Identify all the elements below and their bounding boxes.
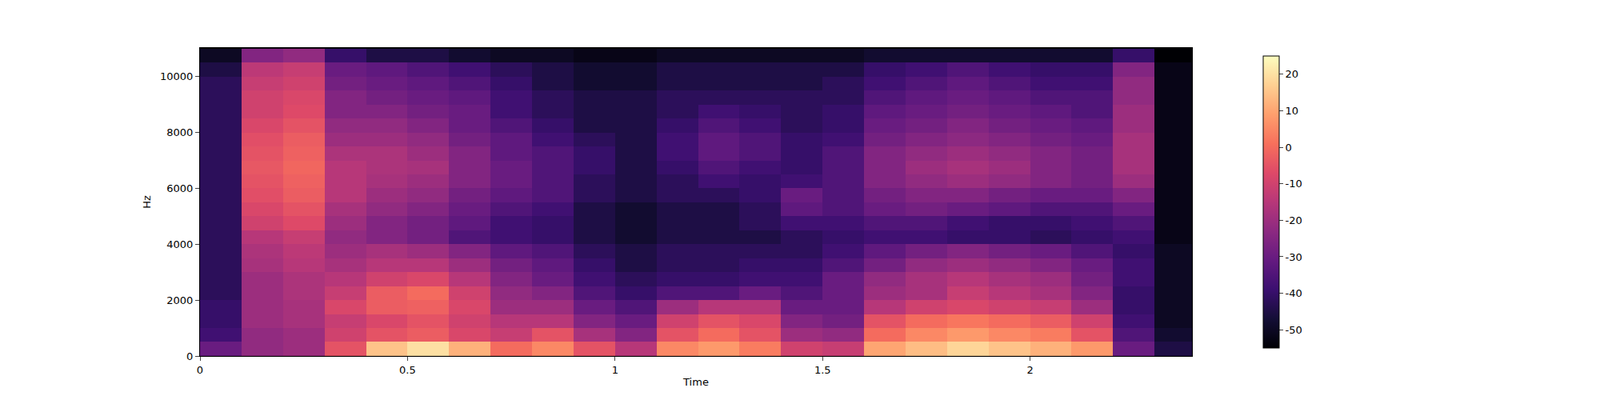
svg-text:-30: -30 (1285, 250, 1303, 263)
svg-text:-20: -20 (1285, 214, 1303, 227)
svg-text:-50: -50 (1285, 324, 1303, 336)
svg-text:-40: -40 (1285, 287, 1303, 300)
svg-text:Time: Time (682, 376, 709, 388)
svg-text:10000: 10000 (160, 70, 193, 83)
svg-text:-10: -10 (1285, 177, 1303, 190)
svg-text:0.5: 0.5 (399, 364, 416, 376)
svg-text:0: 0 (196, 364, 204, 376)
svg-text:10: 10 (1285, 104, 1300, 117)
svg-text:Hz: Hz (140, 195, 153, 209)
svg-text:8000: 8000 (166, 126, 193, 139)
svg-text:0: 0 (1285, 141, 1292, 154)
svg-text:1.5: 1.5 (814, 364, 832, 376)
svg-text:0: 0 (186, 350, 193, 363)
svg-text:1: 1 (612, 364, 619, 376)
svg-text:20: 20 (1285, 68, 1300, 80)
svg-text:2: 2 (1027, 364, 1034, 376)
svg-text:4000: 4000 (166, 238, 193, 251)
svg-text:6000: 6000 (166, 182, 193, 195)
svg-text:2000: 2000 (166, 294, 193, 307)
